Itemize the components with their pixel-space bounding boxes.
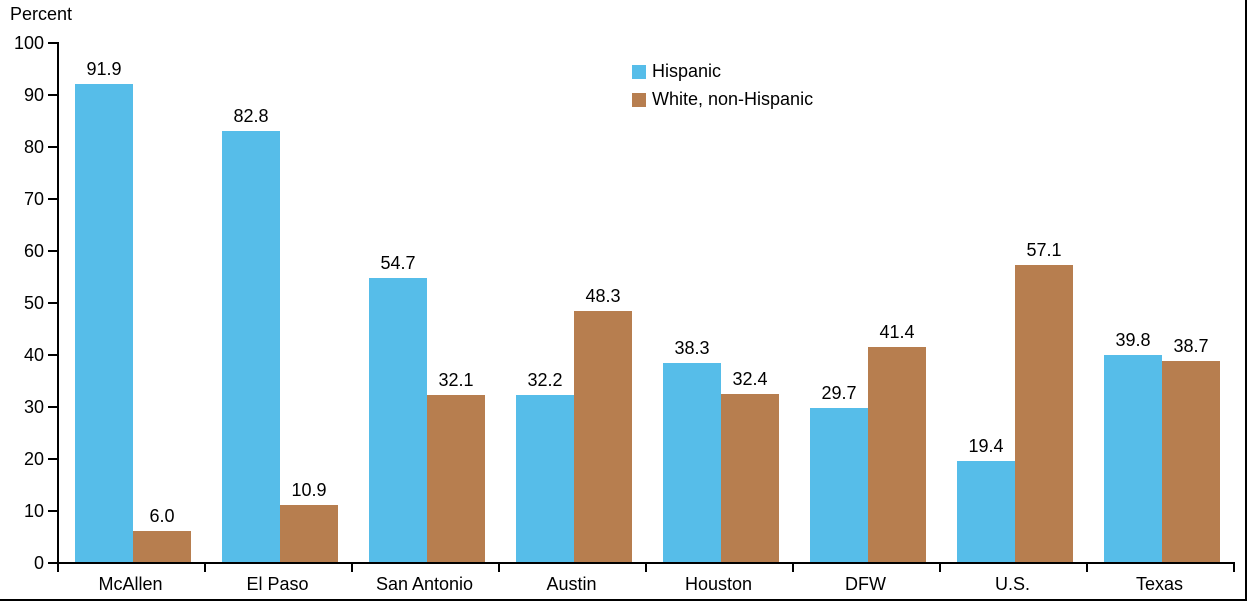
y-axis-tick (48, 198, 57, 200)
bar-white-non-hispanic (133, 531, 191, 562)
bar-value-label: 57.1 (1026, 240, 1062, 260)
x-axis-tick (204, 564, 206, 572)
bar-hispanic (516, 395, 574, 562)
category-label: Texas (1135, 574, 1184, 594)
bar-value-label: 48.3 (585, 286, 621, 306)
x-axis-line (57, 562, 1235, 564)
y-tick-label: 70 (23, 189, 44, 209)
bar-white-non-hispanic (1015, 265, 1073, 562)
bar-value-label: 39.8 (1115, 330, 1151, 350)
bar-white-non-hispanic (721, 394, 779, 562)
legend-item-hispanic: Hispanic (632, 62, 813, 81)
bar-value-label: 38.7 (1173, 336, 1209, 356)
bar-value-label: 29.7 (821, 383, 857, 403)
bar-value-label: 41.4 (879, 322, 915, 342)
y-tick-label: 100 (13, 33, 44, 53)
legend-swatch-hispanic-icon (632, 64, 646, 79)
x-axis-tick (1086, 564, 1088, 572)
bar-white-non-hispanic (1162, 361, 1220, 562)
bar-hispanic (1104, 355, 1162, 562)
x-axis-tick (645, 564, 647, 572)
y-tick-label: 80 (23, 137, 44, 157)
legend-swatch-white-non-hispanic-icon (632, 92, 646, 107)
x-axis-tick (939, 564, 941, 572)
y-axis-tick (48, 406, 57, 408)
bar-hispanic (957, 461, 1015, 562)
category-label: Houston (684, 574, 753, 594)
category-label: McAllen (98, 574, 163, 594)
bar-white-non-hispanic (868, 347, 926, 562)
category-label: DFW (845, 574, 886, 594)
x-axis-tick (498, 564, 500, 572)
bar-hispanic (75, 84, 133, 562)
bar-value-label: 32.1 (438, 370, 474, 390)
bar-white-non-hispanic (427, 395, 485, 562)
bar-value-label: 54.7 (380, 253, 416, 273)
bar-value-label: 6.0 (149, 506, 175, 526)
legend: Hispanic White, non-Hispanic (632, 62, 813, 109)
bar-hispanic (369, 278, 427, 562)
category-label: Austin (546, 574, 597, 594)
bar-value-label: 82.8 (233, 106, 269, 126)
legend-label-hispanic: Hispanic (652, 61, 722, 81)
category-label: San Antonio (375, 574, 474, 594)
y-axis-tick (48, 510, 57, 512)
y-tick-label: 10 (23, 501, 44, 521)
y-axis-tick (48, 94, 57, 96)
y-axis-tick (48, 458, 57, 460)
bar-hispanic (810, 408, 868, 562)
bar-value-label: 91.9 (86, 59, 122, 79)
x-axis-tick (351, 564, 353, 572)
bar-value-label: 38.3 (674, 338, 710, 358)
y-axis-line (57, 42, 59, 564)
bar-hispanic (663, 363, 721, 562)
category-label: U.S. (994, 574, 1030, 594)
y-tick-label: 0 (33, 553, 44, 573)
bar-value-label: 19.4 (968, 436, 1004, 456)
bar-white-non-hispanic (280, 505, 338, 562)
legend-label-white-non-hispanic: White, non-Hispanic (652, 89, 814, 109)
y-axis-tick (48, 354, 57, 356)
category-label: El Paso (246, 574, 309, 594)
bar-value-label: 32.4 (732, 369, 768, 389)
x-axis-tick (792, 564, 794, 572)
legend-item-white-non-hispanic: White, non-Hispanic (632, 90, 813, 109)
y-tick-label: 20 (23, 449, 44, 469)
y-axis-tick (48, 146, 57, 148)
bar-white-non-hispanic (574, 311, 632, 562)
bar-hispanic (222, 131, 280, 562)
y-axis-tick (48, 562, 57, 564)
bar-value-label: 32.2 (527, 370, 563, 390)
y-tick-label: 50 (23, 293, 44, 313)
y-axis-title: Percent (10, 4, 73, 24)
y-tick-label: 40 (23, 345, 44, 365)
bar-value-label: 10.9 (291, 480, 327, 500)
y-axis-tick (48, 42, 57, 44)
x-axis-tick (1233, 564, 1235, 572)
y-axis-tick (48, 250, 57, 252)
y-tick-label: 30 (23, 397, 44, 417)
y-tick-label: 60 (23, 241, 44, 261)
x-axis-tick (57, 564, 59, 572)
y-axis-tick (48, 302, 57, 304)
y-tick-label: 90 (23, 85, 44, 105)
